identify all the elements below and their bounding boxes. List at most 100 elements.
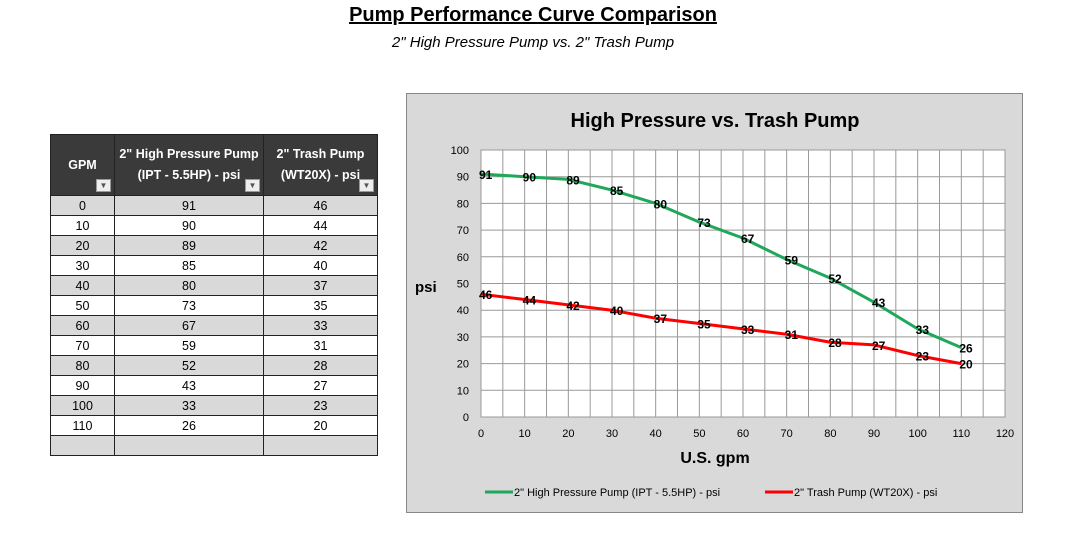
- data-label: 44: [523, 294, 537, 308]
- table-row: 0 91 46: [50, 195, 378, 216]
- table-cell[interactable]: 90: [50, 375, 115, 396]
- table-cell[interactable]: 20: [263, 415, 378, 436]
- table-row: [50, 435, 378, 456]
- table-cell[interactable]: 73: [114, 295, 264, 316]
- table-cell[interactable]: 23: [263, 395, 378, 416]
- table-cell[interactable]: 27: [263, 375, 378, 396]
- data-label: 59: [785, 253, 799, 267]
- data-label: 33: [916, 323, 930, 337]
- y-tick-label: 80: [457, 198, 469, 210]
- table-cell[interactable]: 90: [114, 215, 264, 236]
- page-title: Pump Performance Curve Comparison: [349, 4, 717, 26]
- data-label: 73: [697, 216, 711, 230]
- table-cell[interactable]: 44: [263, 215, 378, 236]
- table-cell[interactable]: 33: [114, 395, 264, 416]
- data-label: 28: [828, 336, 842, 350]
- table-cell[interactable]: 40: [263, 255, 378, 276]
- data-label: 85: [610, 184, 624, 198]
- table-cell[interactable]: 30: [50, 255, 115, 276]
- table-cell[interactable]: [114, 435, 264, 456]
- x-tick-label: 50: [693, 428, 705, 440]
- y-tick-label: 30: [457, 332, 469, 344]
- table-cell[interactable]: 10: [50, 215, 115, 236]
- table-cell[interactable]: 35: [263, 295, 378, 316]
- table-cell[interactable]: 85: [114, 255, 264, 276]
- table-cell[interactable]: 31: [263, 335, 378, 356]
- data-label: 80: [654, 197, 668, 211]
- data-label: 43: [872, 296, 886, 310]
- data-label: 40: [610, 304, 624, 318]
- column-header-text: 2" Trash Pump: [276, 147, 365, 161]
- table-cell[interactable]: 33: [263, 315, 378, 336]
- x-tick-label: 100: [908, 428, 926, 440]
- table-cell[interactable]: [263, 435, 378, 456]
- table-cell[interactable]: [50, 435, 115, 456]
- y-tick-label: 90: [457, 172, 469, 184]
- table-cell[interactable]: 42: [263, 235, 378, 256]
- data-label: 23: [916, 350, 930, 364]
- data-label: 26: [959, 342, 973, 356]
- legend-label: 2" Trash Pump (WT20X) - psi: [794, 487, 937, 499]
- table-cell[interactable]: 43: [114, 375, 264, 396]
- data-label: 27: [872, 339, 886, 353]
- x-tick-label: 80: [824, 428, 836, 440]
- filter-dropdown-icon[interactable]: ▼: [359, 179, 374, 192]
- table-cell[interactable]: 37: [263, 275, 378, 296]
- table-cell[interactable]: 59: [114, 335, 264, 356]
- data-label: 90: [523, 171, 537, 185]
- table-cell[interactable]: 52: [114, 355, 264, 376]
- table-cell[interactable]: 100: [50, 395, 115, 416]
- y-tick-label: 20: [457, 359, 469, 371]
- data-label: 46: [479, 288, 493, 302]
- y-tick-label: 50: [457, 279, 469, 291]
- table-cell[interactable]: 91: [114, 195, 264, 216]
- data-label: 52: [828, 272, 842, 286]
- table-row: 110 26 20: [50, 415, 378, 436]
- table-row: 50 73 35: [50, 295, 378, 316]
- table-cell[interactable]: 50: [50, 295, 115, 316]
- table-row: 10 90 44: [50, 215, 378, 236]
- data-table: GPM ▼ 2" High Pressure Pump (IPT - 5.5HP) -…: [50, 134, 378, 456]
- x-tick-label: 20: [562, 428, 574, 440]
- table-cell[interactable]: 28: [263, 355, 378, 376]
- data-label: 67: [741, 232, 755, 246]
- chart-title: High Pressure vs. Trash Pump: [571, 110, 860, 132]
- data-label: 35: [697, 318, 711, 332]
- table-row: 70 59 31: [50, 335, 378, 356]
- table-cell[interactable]: 80: [114, 275, 264, 296]
- data-label: 33: [741, 323, 755, 337]
- x-tick-label: 10: [519, 428, 531, 440]
- filter-dropdown-icon[interactable]: ▼: [96, 179, 111, 192]
- table-cell[interactable]: 0: [50, 195, 115, 216]
- data-label: 20: [959, 358, 973, 372]
- table-cell[interactable]: 80: [50, 355, 115, 376]
- legend-label: 2" High Pressure Pump (IPT - 5.5HP) - ps…: [514, 487, 720, 499]
- y-axis-label: psi: [415, 279, 437, 296]
- column-header: 2" Trash Pump (WT20X) - psi ▼: [263, 134, 378, 196]
- column-header: GPM ▼: [50, 134, 115, 196]
- chart-area: 0 10 20 30 40 50 60 70 80 90 100 0 10 20 30 40 50 60 70 80 9…: [406, 93, 1023, 513]
- filter-dropdown-icon[interactable]: ▼: [245, 179, 260, 192]
- table-cell[interactable]: 70: [50, 335, 115, 356]
- table-cell[interactable]: 20: [50, 235, 115, 256]
- table-cell[interactable]: 110: [50, 415, 115, 436]
- series-line-0: [480, 172, 962, 349]
- table-row: 40 80 37: [50, 275, 378, 296]
- data-label: 91: [479, 168, 493, 182]
- table-cell[interactable]: 40: [50, 275, 115, 296]
- data-label: 89: [566, 173, 580, 187]
- table-row: 90 43 27: [50, 375, 378, 396]
- table-cell[interactable]: 60: [50, 315, 115, 336]
- column-header-text: GPM: [68, 157, 97, 172]
- y-tick-label: 10: [457, 385, 469, 397]
- x-axis-label: U.S. gpm: [680, 450, 749, 467]
- table-row: 30 85 40: [50, 255, 378, 276]
- column-header-text: (WT20X) - psi: [280, 168, 361, 182]
- table-cell[interactable]: 89: [114, 235, 264, 256]
- data-label: 42: [566, 299, 580, 313]
- table-cell[interactable]: 67: [114, 315, 264, 336]
- table-cell[interactable]: 26: [114, 415, 264, 436]
- table-cell[interactable]: 46: [263, 195, 378, 216]
- table-row: 60 67 33: [50, 315, 378, 336]
- chart-svg: 0 10 20 30 40 50 60 70 80 90 100 0 10 20 30 40 50 60 70 80 9…: [415, 110, 1014, 499]
